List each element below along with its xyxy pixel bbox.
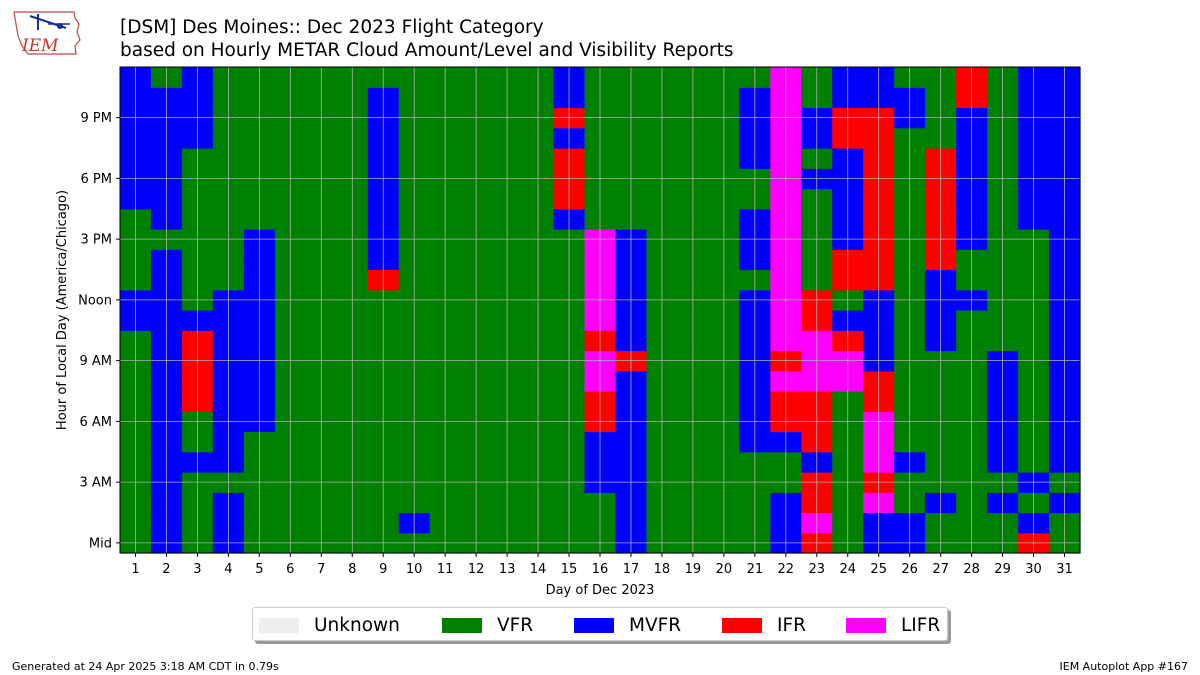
iem-logo: IEM <box>13 11 81 56</box>
legend-label-mvfr: MVFR <box>629 614 682 636</box>
legend-item-unknown: Unknown <box>259 608 400 642</box>
x-tick-label: 16 <box>592 562 609 577</box>
legend-item-lifr: LIFR <box>846 608 940 642</box>
x-tick-label: 5 <box>255 562 263 577</box>
x-tick-label: 14 <box>530 562 547 577</box>
legend-swatch-lifr <box>846 617 886 633</box>
x-tick-label: 9 <box>379 562 387 577</box>
x-tick-label: 23 <box>809 562 826 577</box>
x-tick-label: 21 <box>747 562 764 577</box>
x-tick-label: 17 <box>623 562 640 577</box>
x-tick-label: 13 <box>499 562 516 577</box>
x-tick-label: 2 <box>162 562 170 577</box>
legend-label-lifr: LIFR <box>901 614 941 636</box>
legend-label-vfr: VFR <box>497 614 534 636</box>
y-tick-label: 9 AM <box>79 354 112 369</box>
x-tick-label: 28 <box>963 562 980 577</box>
y-tick-label: 3 AM <box>79 476 112 491</box>
legend-swatch-vfr <box>442 617 482 633</box>
y-tick-label: Noon <box>78 293 112 308</box>
logo-text: IEM <box>21 36 59 56</box>
x-tick-label: 8 <box>348 562 356 577</box>
x-tick-label: 31 <box>1056 562 1073 577</box>
autoplot-app-label: IEM Autoplot App #167 <box>1059 660 1189 673</box>
x-tick-label: 26 <box>901 562 918 577</box>
x-tick-label: 20 <box>716 562 733 577</box>
x-tick-label: 24 <box>839 562 856 577</box>
y-tick-label: 6 PM <box>81 172 112 187</box>
x-tick-label: 12 <box>468 562 485 577</box>
legend-swatch-unknown <box>259 617 299 633</box>
y-axis-label: Hour of Local Day (America/Chicago) <box>55 190 70 430</box>
chart-grid <box>120 67 1080 553</box>
y-tick-label: 3 PM <box>81 233 112 248</box>
x-tick-label: 11 <box>437 562 454 577</box>
x-tick-label: 6 <box>286 562 294 577</box>
y-tick-label: 9 PM <box>81 111 112 126</box>
y-axis-ticks: Mid 3 AM 6 AM 9 AM Noon 3 PM 6 PM 9 PM <box>78 111 120 551</box>
legend-swatch-mvfr <box>574 617 614 633</box>
x-tick-label: 30 <box>1025 562 1042 577</box>
x-tick-label: 4 <box>224 562 232 577</box>
y-tick-label: Mid <box>89 536 112 551</box>
legend-swatch-ifr <box>722 617 762 633</box>
x-tick-label: 29 <box>994 562 1011 577</box>
legend-item-vfr: VFR <box>442 608 533 642</box>
legend: Unknown VFR MVFR IFR LIFR <box>252 607 948 641</box>
x-tick-label: 1 <box>131 562 139 577</box>
chart-title: [DSM] Des Moines:: Dec 2023 Flight Categ… <box>120 17 544 38</box>
flight-category-chart: 1 2 3 4 5 6 7 8 9 10 11 12 13 14 15 16 17 18 19 20 21 22 23 24 2… <box>55 66 1081 598</box>
legend-label-unknown: Unknown <box>314 614 400 636</box>
y-tick-label: 6 AM <box>79 415 112 430</box>
x-axis-ticks: 1 2 3 4 5 6 7 8 9 10 11 12 13 14 15 16 17 18 19 20 21 22 23 24 2… <box>131 553 1073 577</box>
x-tick-label: 25 <box>870 562 887 577</box>
x-tick-label: 27 <box>932 562 949 577</box>
x-tick-label: 19 <box>685 562 702 577</box>
chart-subtitle: based on Hourly METAR Cloud Amount/Level… <box>120 40 734 61</box>
x-tick-label: 7 <box>317 562 325 577</box>
x-tick-label: 10 <box>406 562 423 577</box>
legend-item-ifr: IFR <box>722 608 806 642</box>
legend-label-ifr: IFR <box>777 614 806 636</box>
x-tick-label: 18 <box>654 562 671 577</box>
x-tick-label: 22 <box>778 562 795 577</box>
x-tick-label: 15 <box>561 562 578 577</box>
generated-timestamp: Generated at 24 Apr 2025 3:18 AM CDT in … <box>12 660 279 673</box>
x-tick-label: 3 <box>193 562 201 577</box>
legend-item-mvfr: MVFR <box>574 608 681 642</box>
x-axis-label: Day of Dec 2023 <box>546 583 655 598</box>
